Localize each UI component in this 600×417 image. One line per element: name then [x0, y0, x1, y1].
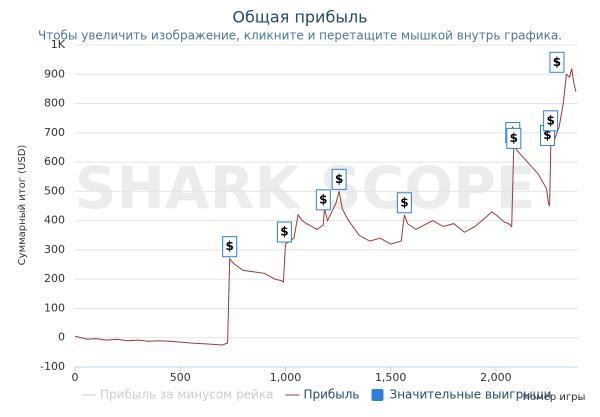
flag-label: $	[510, 131, 518, 145]
flag-box	[331, 168, 347, 190]
line	[74, 68, 577, 346]
flag-box	[222, 236, 238, 258]
flag-label: $	[319, 192, 327, 206]
flag-box	[543, 110, 559, 132]
x-tick-label: 2,000	[480, 371, 512, 384]
flag: $	[543, 110, 559, 132]
x-axis-label: Номер игры	[523, 392, 586, 403]
legend-swatch	[371, 389, 384, 401]
y-tick-label: 600	[44, 155, 65, 168]
flag-label: $	[546, 113, 554, 127]
y-tick-label: 200	[44, 272, 65, 285]
flag: $	[396, 192, 412, 214]
legend-label: Значительные выигрыши	[390, 388, 552, 402]
chart-title: Общая прибыль	[232, 8, 367, 27]
y-tick-label: 700	[44, 126, 65, 139]
chart-subtitle: Чтобы увеличить изображение, кликните и …	[38, 29, 562, 43]
flag: $	[276, 221, 292, 243]
flag-label: $	[543, 128, 551, 142]
flag-label: $	[226, 239, 234, 253]
flag-box	[549, 51, 565, 73]
y-tick-label: 300	[44, 243, 65, 256]
flag-box	[276, 221, 292, 243]
y-tick-label: 400	[44, 214, 65, 227]
legend-label: Прибыль	[303, 388, 359, 402]
flag: $	[315, 189, 331, 211]
flag: $	[549, 51, 565, 73]
flag: $	[331, 168, 347, 190]
flag-label: $	[400, 195, 408, 209]
x-tick-label: 1,000	[270, 371, 302, 384]
x-tick-label: 500	[170, 371, 191, 384]
flag-box	[315, 189, 331, 211]
flag-box	[506, 127, 522, 149]
y-tick-label: 800	[44, 97, 65, 110]
y-tick-label: 900	[44, 67, 65, 80]
legend-label: Прибыль за минусом рейка	[100, 388, 273, 402]
y-tick-label: 100	[44, 301, 65, 314]
flag: $	[222, 236, 238, 258]
y-tick-label: 0	[58, 331, 65, 344]
flag-label: $	[335, 172, 343, 186]
y-tick-label: 500	[44, 184, 65, 197]
y-tick-label: 1K	[51, 38, 66, 51]
x-tick-label: 1,500	[375, 371, 407, 384]
flag: $	[506, 127, 522, 149]
flag-label: $	[553, 55, 561, 69]
flag-label: $	[280, 225, 288, 239]
y-axis-label: Суммарный итог (USD)	[17, 145, 28, 266]
y-tick-label: -100	[40, 360, 65, 373]
flag-box	[396, 192, 412, 214]
x-tick-label: 0	[72, 371, 79, 384]
watermark: SHARK SCOPE	[75, 154, 536, 222]
